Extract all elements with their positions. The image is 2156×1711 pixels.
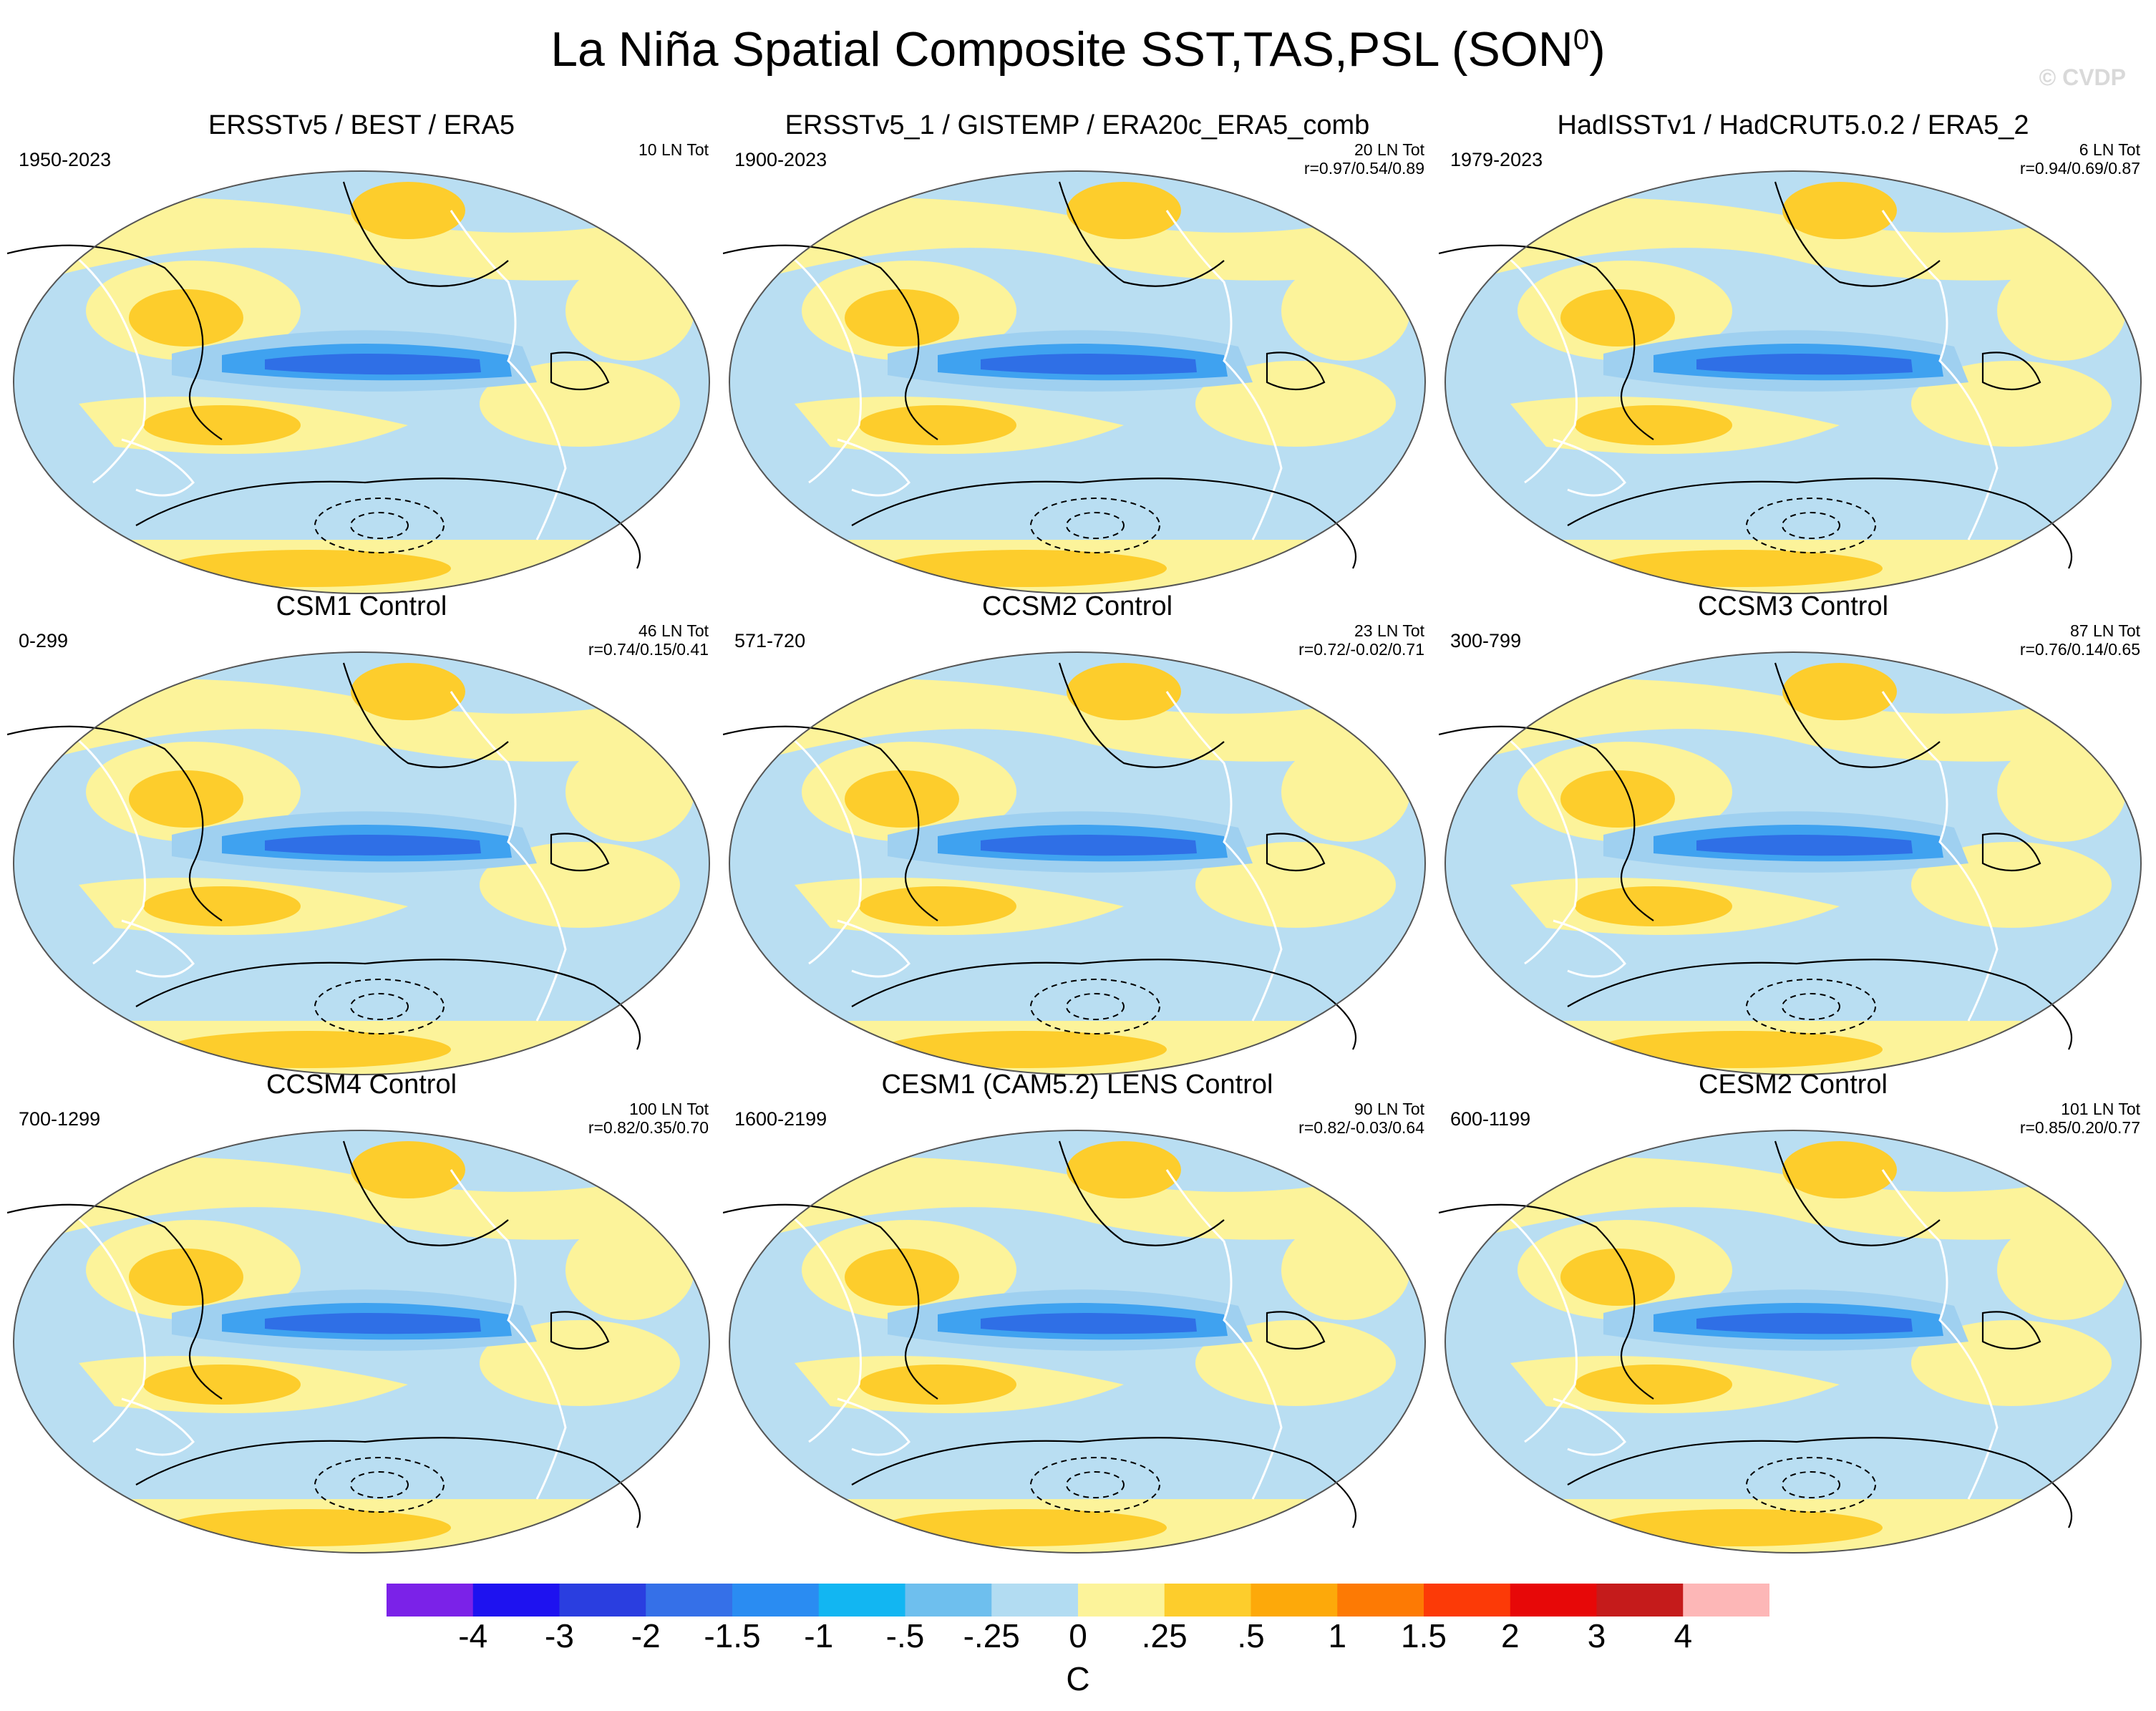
panel-correlation: r=0.94/0.69/0.87 bbox=[2019, 159, 2140, 178]
panel-years: 600-1199 bbox=[1450, 1108, 1531, 1130]
anomaly-map bbox=[7, 170, 710, 594]
map-panel: CCSM4 Control 700-1299 100 LN Tot r=0.82/0.… bbox=[7, 1065, 716, 1559]
colorbar-tick-label: 1.5 bbox=[1401, 1617, 1447, 1654]
panel-event-count: 101 LN Tot bbox=[2061, 1100, 2140, 1118]
panel-stats: 6 LN Tot r=0.94/0.69/0.87 bbox=[2020, 140, 2140, 178]
panel-years: 300-799 bbox=[1450, 630, 1522, 651]
colorbar-swatch bbox=[905, 1584, 992, 1617]
panel-years: 700-1299 bbox=[19, 1108, 101, 1130]
colorbar-swatch bbox=[1683, 1584, 1769, 1617]
panel-correlation: r=0.85/0.20/0.77 bbox=[2019, 1118, 2140, 1137]
panel-stats: 23 LN Tot r=0.72/-0.02/0.71 bbox=[1298, 621, 1424, 659]
panel-stats: 46 LN Tot r=0.74/0.15/0.41 bbox=[588, 621, 709, 659]
panel-title: CESM2 Control bbox=[1699, 1070, 1888, 1100]
panel-correlation: r=0.76/0.14/0.65 bbox=[2019, 640, 2140, 659]
panel-title: CCSM3 Control bbox=[1697, 591, 1889, 621]
panel-event-count: 87 LN Tot bbox=[2069, 621, 2140, 640]
colorbar-swatch bbox=[472, 1584, 560, 1617]
anomaly-map bbox=[723, 1130, 1426, 1554]
panel-title: CCSM4 Control bbox=[266, 1070, 457, 1100]
colorbar-swatch bbox=[1078, 1584, 1165, 1617]
map-panel: ERSSTv5_1 / GISTEMP / ERA20c_ERA5_comb 19… bbox=[723, 106, 1432, 600]
map-panel: CESM1 (CAM5.2) LENS Control 1600-2199 90 L… bbox=[723, 1065, 1432, 1559]
panel-title: CCSM2 Control bbox=[981, 591, 1173, 621]
anomaly-map bbox=[723, 651, 1426, 1075]
panel-title: HadISSTv1 / HadCRUT5.0.2 / ERA5_2 bbox=[1557, 110, 2029, 140]
panel-years: 0-299 bbox=[19, 630, 69, 651]
colorbar-tick-label: .5 bbox=[1237, 1617, 1265, 1654]
colorbar bbox=[387, 1584, 1769, 1617]
panel-stats: 90 LN Tot r=0.82/-0.03/0.64 bbox=[1298, 1100, 1424, 1137]
colorbar-swatch bbox=[1510, 1584, 1597, 1617]
anomaly-map bbox=[7, 651, 710, 1075]
colorbar-swatch bbox=[1337, 1584, 1424, 1617]
colorbar-tick-label: -.25 bbox=[963, 1617, 1020, 1654]
panel-correlation: r=0.72/-0.02/0.71 bbox=[1298, 640, 1424, 659]
panel-event-count: 23 LN Tot bbox=[1354, 621, 1424, 640]
colorbar-tick-label: 4 bbox=[1674, 1617, 1693, 1654]
panel-stats: 100 LN Tot r=0.82/0.35/0.70 bbox=[588, 1100, 709, 1137]
anomaly-map bbox=[1439, 170, 2142, 594]
watermark: © CVDP bbox=[2039, 64, 2126, 90]
colorbar-tick-label: 2 bbox=[1500, 1617, 1520, 1654]
colorbar-swatch bbox=[732, 1584, 820, 1617]
panel-event-count: 20 LN Tot bbox=[1354, 140, 1424, 159]
anomaly-map bbox=[723, 170, 1426, 594]
panel-years: 1600-2199 bbox=[734, 1108, 827, 1130]
panel-stats: 87 LN Tot r=0.76/0.14/0.65 bbox=[2020, 621, 2140, 659]
colorbar-tick-label: 0 bbox=[1069, 1617, 1087, 1654]
panel-title: CESM1 (CAM5.2) LENS Control bbox=[881, 1070, 1273, 1100]
panel-years: 571-720 bbox=[734, 630, 806, 651]
colorbar-tick-label: -3 bbox=[545, 1617, 574, 1654]
map-panel: CCSM2 Control 571-720 23 LN Tot r=0.72/-0.0… bbox=[723, 587, 1432, 1081]
panel-years: 1950-2023 bbox=[19, 149, 112, 170]
panel-stats: 10 LN Tot bbox=[638, 140, 709, 159]
main-title: La Niña Spatial Composite SST,TAS,PSL (S… bbox=[550, 22, 1606, 77]
anomaly-map bbox=[1439, 1130, 2142, 1554]
anomaly-map bbox=[7, 1130, 710, 1554]
colorbar-swatch bbox=[1424, 1584, 1511, 1617]
map-panel: ERSSTv5 / BEST / ERA5 1950-2023 10 LN Tot bbox=[7, 106, 716, 600]
panel-correlation: r=0.74/0.15/0.41 bbox=[588, 640, 709, 659]
anomaly-map bbox=[1439, 651, 2142, 1075]
panel-title: CSM1 Control bbox=[276, 591, 447, 621]
panel-event-count: 10 LN Tot bbox=[638, 140, 709, 159]
map-panel: HadISSTv1 / HadCRUT5.0.2 / ERA5_2 1979-20… bbox=[1439, 106, 2147, 600]
colorbar-tick-label: .25 bbox=[1141, 1617, 1188, 1654]
colorbar-swatch bbox=[1596, 1584, 1684, 1617]
colorbar-tick-label: -1.5 bbox=[704, 1617, 761, 1654]
panel-stats: 20 LN Tot r=0.97/0.54/0.89 bbox=[1304, 140, 1424, 178]
colorbar-swatch bbox=[1164, 1584, 1251, 1617]
map-panel: CSM1 Control 0-299 46 LN Tot r=0.74/0.15/0.… bbox=[7, 587, 716, 1081]
colorbar-swatch bbox=[1251, 1584, 1338, 1617]
panel-years: 1900-2023 bbox=[734, 149, 827, 170]
colorbar-swatch bbox=[387, 1584, 474, 1617]
panel-correlation: r=0.82/-0.03/0.64 bbox=[1298, 1118, 1424, 1137]
colorbar-tick-label: -1 bbox=[804, 1617, 834, 1654]
panel-event-count: 100 LN Tot bbox=[629, 1100, 709, 1118]
colorbar-swatch bbox=[646, 1584, 733, 1617]
colorbar-swatch bbox=[991, 1584, 1079, 1617]
colorbar-swatch bbox=[818, 1584, 905, 1617]
map-panel: CESM2 Control 600-1199 101 LN Tot r=0.85/0.… bbox=[1439, 1065, 2147, 1559]
colorbar-swatch bbox=[559, 1584, 646, 1617]
panel-years: 1979-2023 bbox=[1450, 149, 1543, 170]
colorbar-tick-label: -2 bbox=[631, 1617, 661, 1654]
colorbar-tick-label: 1 bbox=[1328, 1617, 1347, 1654]
panel-title: ERSSTv5 / BEST / ERA5 bbox=[208, 110, 515, 140]
colorbar-tick-label: 3 bbox=[1587, 1617, 1606, 1654]
panel-event-count: 90 LN Tot bbox=[1354, 1100, 1424, 1118]
panel-correlation: r=0.97/0.54/0.89 bbox=[1303, 159, 1424, 178]
panel-stats: 101 LN Tot r=0.85/0.20/0.77 bbox=[2020, 1100, 2140, 1137]
colorbar-tick-label: -4 bbox=[458, 1617, 488, 1654]
colorbar-unit-label: C bbox=[1066, 1660, 1090, 1697]
panel-correlation: r=0.82/0.35/0.70 bbox=[588, 1118, 709, 1137]
panel-title: ERSSTv5_1 / GISTEMP / ERA20c_ERA5_comb bbox=[785, 110, 1370, 140]
colorbar-tick-label: -.5 bbox=[885, 1617, 925, 1654]
panel-event-count: 6 LN Tot bbox=[2079, 140, 2140, 159]
map-panel: CCSM3 Control 300-799 87 LN Tot r=0.76/0.14… bbox=[1439, 587, 2147, 1081]
panel-event-count: 46 LN Tot bbox=[638, 621, 709, 640]
